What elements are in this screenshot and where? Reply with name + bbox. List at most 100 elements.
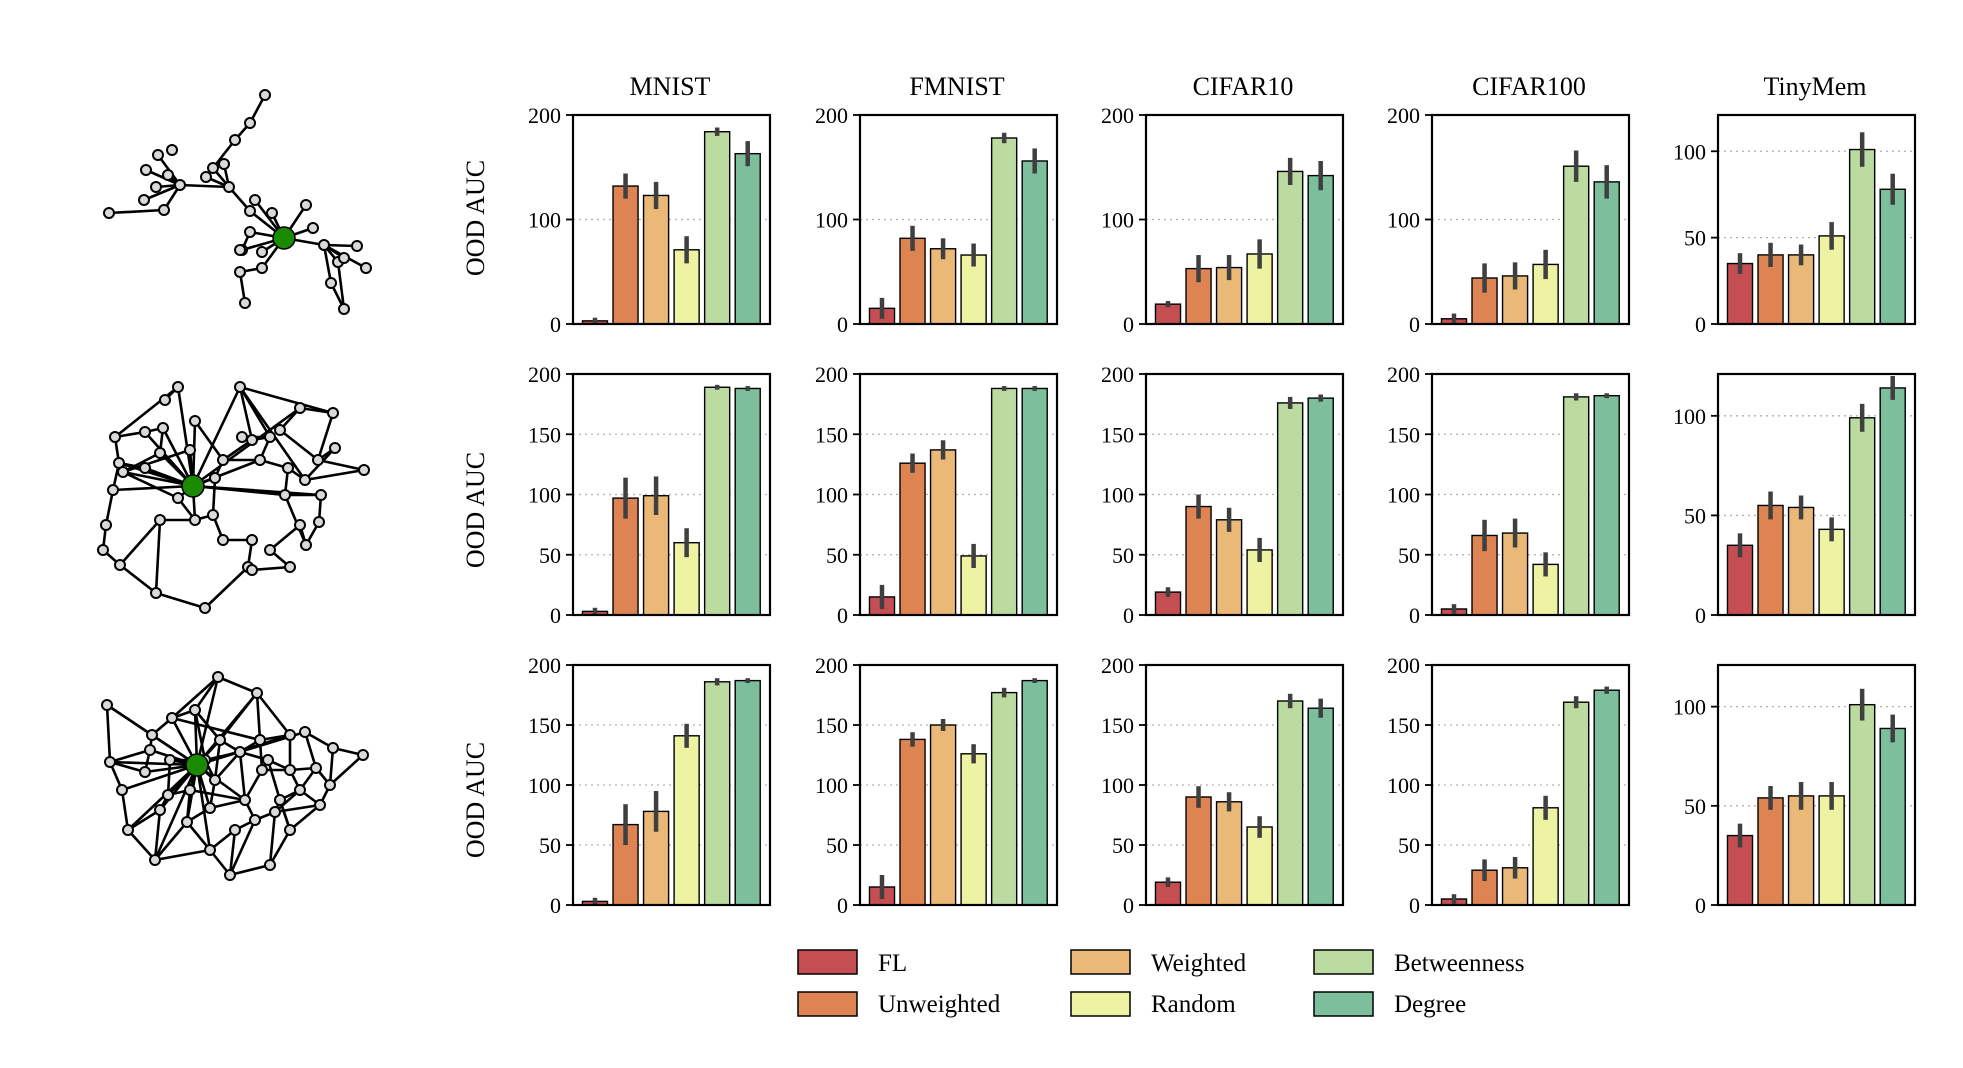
- legend-swatch-degree: [1313, 991, 1374, 1017]
- panel-mnist-row-1: 0 100 200: [528, 103, 772, 337]
- axes-frame: [858, 113, 1059, 326]
- graph-edge: [269, 524, 301, 551]
- graph-node: [239, 794, 251, 806]
- graph-node: [282, 462, 294, 474]
- tree-graph: [103, 89, 372, 315]
- legend-label-weighted: Weighted: [1151, 950, 1247, 977]
- graph-edge: [228, 829, 237, 876]
- y-tick-label: 100: [1673, 695, 1706, 720]
- graph-node: [244, 226, 256, 238]
- graph-edge: [193, 676, 220, 711]
- bar-weighted: [1215, 519, 1243, 616]
- axes-frame: [1716, 113, 1917, 326]
- graph-edge: [127, 808, 161, 832]
- y-tick-label: 0: [1409, 312, 1420, 337]
- bar-degree: [1021, 387, 1048, 616]
- axes-frame: [1430, 113, 1631, 326]
- bar-betweenness: [990, 387, 1018, 616]
- bar-weighted: [642, 495, 670, 616]
- graph-edge: [336, 261, 346, 310]
- graph-edge: [106, 703, 153, 737]
- y-tick-label: 100: [1673, 139, 1706, 164]
- graph-edge: [304, 468, 365, 482]
- graph-node: [313, 516, 325, 528]
- graph-node: [299, 474, 311, 486]
- y-tick-label: 150: [815, 713, 848, 738]
- graph-node: [299, 726, 311, 738]
- bar-betweenness: [1562, 396, 1590, 616]
- graph-node: [256, 262, 268, 274]
- graph-node: [174, 179, 186, 191]
- graph-node: [199, 602, 211, 614]
- bar-random: [673, 735, 700, 906]
- graph-node: [256, 246, 268, 258]
- y-tick-label: 0: [1123, 893, 1134, 918]
- graph-node: [116, 784, 128, 796]
- bar-betweenness: [1848, 148, 1876, 325]
- bar-random: [1818, 235, 1845, 325]
- bar-betweenness: [1276, 700, 1304, 906]
- graph-node: [254, 454, 266, 466]
- bar-unweighted: [1185, 796, 1212, 906]
- graph-node: [284, 561, 296, 573]
- graph-node: [236, 431, 248, 443]
- graph-node: [264, 859, 276, 871]
- y-tick-label: 100: [1387, 208, 1420, 233]
- graph-node: [294, 784, 306, 796]
- bar-weighted: [642, 194, 670, 325]
- graph-node: [184, 444, 196, 456]
- graph-edge: [153, 764, 199, 861]
- graph-node: [234, 266, 246, 278]
- graph-node: [300, 539, 312, 551]
- column-title-fmnist: FMNIST: [909, 72, 1004, 101]
- graph-node: [101, 699, 113, 711]
- graph-edge: [121, 763, 198, 792]
- y-tick-label: 150: [1101, 713, 1134, 738]
- bar-degree: [1879, 387, 1906, 616]
- graph-node: [329, 442, 341, 454]
- y-tick-label: 50: [826, 543, 848, 568]
- graph-node: [164, 754, 176, 766]
- graph-node: [274, 794, 286, 806]
- graph-node: [249, 814, 261, 826]
- graph-edge: [204, 566, 249, 609]
- axes-frame: [1144, 113, 1345, 326]
- y-tick-label: 150: [1387, 422, 1420, 447]
- y-tick-label: 0: [837, 603, 848, 628]
- graph-node: [294, 402, 306, 414]
- bar-betweenness: [1276, 170, 1304, 325]
- graph-node: [104, 756, 116, 768]
- graph-edge: [289, 804, 321, 831]
- y-tick-label: 50: [1684, 503, 1706, 528]
- y-axis-label-row-3: OOD AUC: [461, 742, 490, 858]
- graph-edge: [316, 412, 335, 461]
- graph-node: [284, 824, 296, 836]
- graph-node: [310, 762, 322, 774]
- graph-node: [327, 742, 339, 754]
- graph-edge: [193, 420, 225, 461]
- bar-weighted: [929, 248, 957, 325]
- graph-edge: [238, 751, 247, 801]
- panel-mnist-row-3: 0 50 100 150 200: [528, 653, 772, 918]
- graph-edge: [171, 716, 261, 742]
- graph-node: [207, 162, 219, 174]
- graph-node: [154, 514, 166, 526]
- y-tick-label: 200: [528, 653, 561, 678]
- graph-node: [234, 746, 246, 758]
- graph-edge: [228, 819, 257, 876]
- y-tick-label: 100: [528, 483, 561, 508]
- graph-node: [246, 534, 258, 546]
- bar-betweenness: [703, 681, 731, 906]
- graph-node: [159, 394, 171, 406]
- graph-edge: [120, 789, 130, 831]
- panel-cifar100-row-2: 0 50 100 150 200: [1387, 362, 1631, 628]
- legend-label-betweenness: Betweenness: [1394, 950, 1525, 977]
- graph-node: [97, 544, 109, 556]
- graph-edge: [193, 709, 207, 761]
- graph-node: [162, 789, 174, 801]
- y-tick-label: 200: [1387, 653, 1420, 678]
- bar-unweighted: [612, 185, 639, 325]
- legend-swatch-weighted: [1070, 949, 1131, 975]
- y-tick-label: 50: [1112, 543, 1134, 568]
- graph-node: [357, 749, 369, 761]
